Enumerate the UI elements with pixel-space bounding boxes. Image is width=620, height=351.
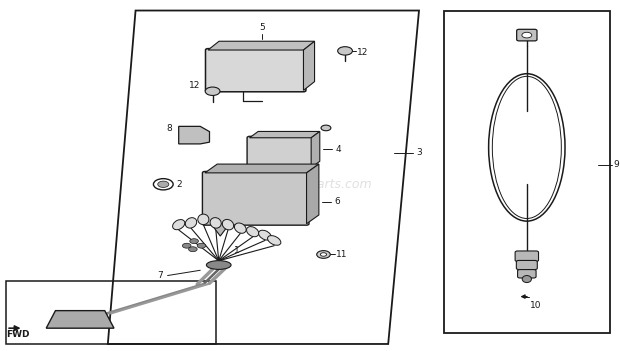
Text: 7: 7 (157, 271, 163, 280)
Circle shape (522, 32, 532, 38)
Polygon shape (306, 164, 319, 224)
Circle shape (157, 181, 169, 187)
Polygon shape (311, 132, 320, 168)
Ellipse shape (259, 230, 272, 240)
Ellipse shape (247, 227, 259, 237)
Ellipse shape (223, 219, 234, 230)
FancyBboxPatch shape (205, 48, 306, 92)
Polygon shape (303, 41, 314, 90)
Text: 8: 8 (167, 124, 172, 133)
Circle shape (197, 243, 206, 248)
Ellipse shape (522, 276, 531, 283)
Circle shape (182, 243, 191, 248)
Ellipse shape (321, 253, 327, 256)
Circle shape (153, 179, 173, 190)
Text: eReplacementParts.com: eReplacementParts.com (219, 178, 372, 191)
Circle shape (190, 239, 198, 244)
Ellipse shape (317, 251, 330, 258)
Circle shape (205, 87, 220, 95)
Ellipse shape (210, 218, 221, 228)
Text: 4: 4 (335, 145, 341, 154)
Circle shape (188, 247, 197, 252)
Ellipse shape (185, 218, 197, 228)
Text: 3: 3 (416, 148, 422, 157)
Polygon shape (205, 164, 319, 173)
Circle shape (321, 125, 331, 131)
Polygon shape (249, 132, 320, 138)
Ellipse shape (198, 214, 209, 225)
Polygon shape (46, 311, 114, 328)
Ellipse shape (268, 236, 281, 245)
Ellipse shape (206, 260, 231, 270)
FancyBboxPatch shape (247, 137, 314, 169)
Polygon shape (208, 41, 314, 50)
FancyBboxPatch shape (515, 251, 539, 261)
Text: 6: 6 (334, 197, 340, 206)
Ellipse shape (172, 220, 185, 230)
Text: 12: 12 (189, 81, 200, 91)
Text: 5: 5 (259, 24, 265, 32)
FancyBboxPatch shape (516, 260, 538, 270)
Text: FWD: FWD (6, 330, 30, 339)
Text: 1: 1 (234, 246, 240, 256)
Text: 2: 2 (177, 180, 182, 189)
Text: 12: 12 (357, 48, 369, 57)
FancyBboxPatch shape (202, 172, 309, 225)
FancyBboxPatch shape (518, 270, 536, 278)
Polygon shape (179, 126, 210, 144)
Text: 9: 9 (614, 160, 619, 170)
Polygon shape (211, 224, 229, 236)
FancyBboxPatch shape (516, 29, 537, 41)
Text: 10: 10 (530, 301, 541, 310)
Ellipse shape (234, 223, 246, 233)
Text: 11: 11 (336, 250, 347, 259)
Circle shape (338, 47, 352, 55)
